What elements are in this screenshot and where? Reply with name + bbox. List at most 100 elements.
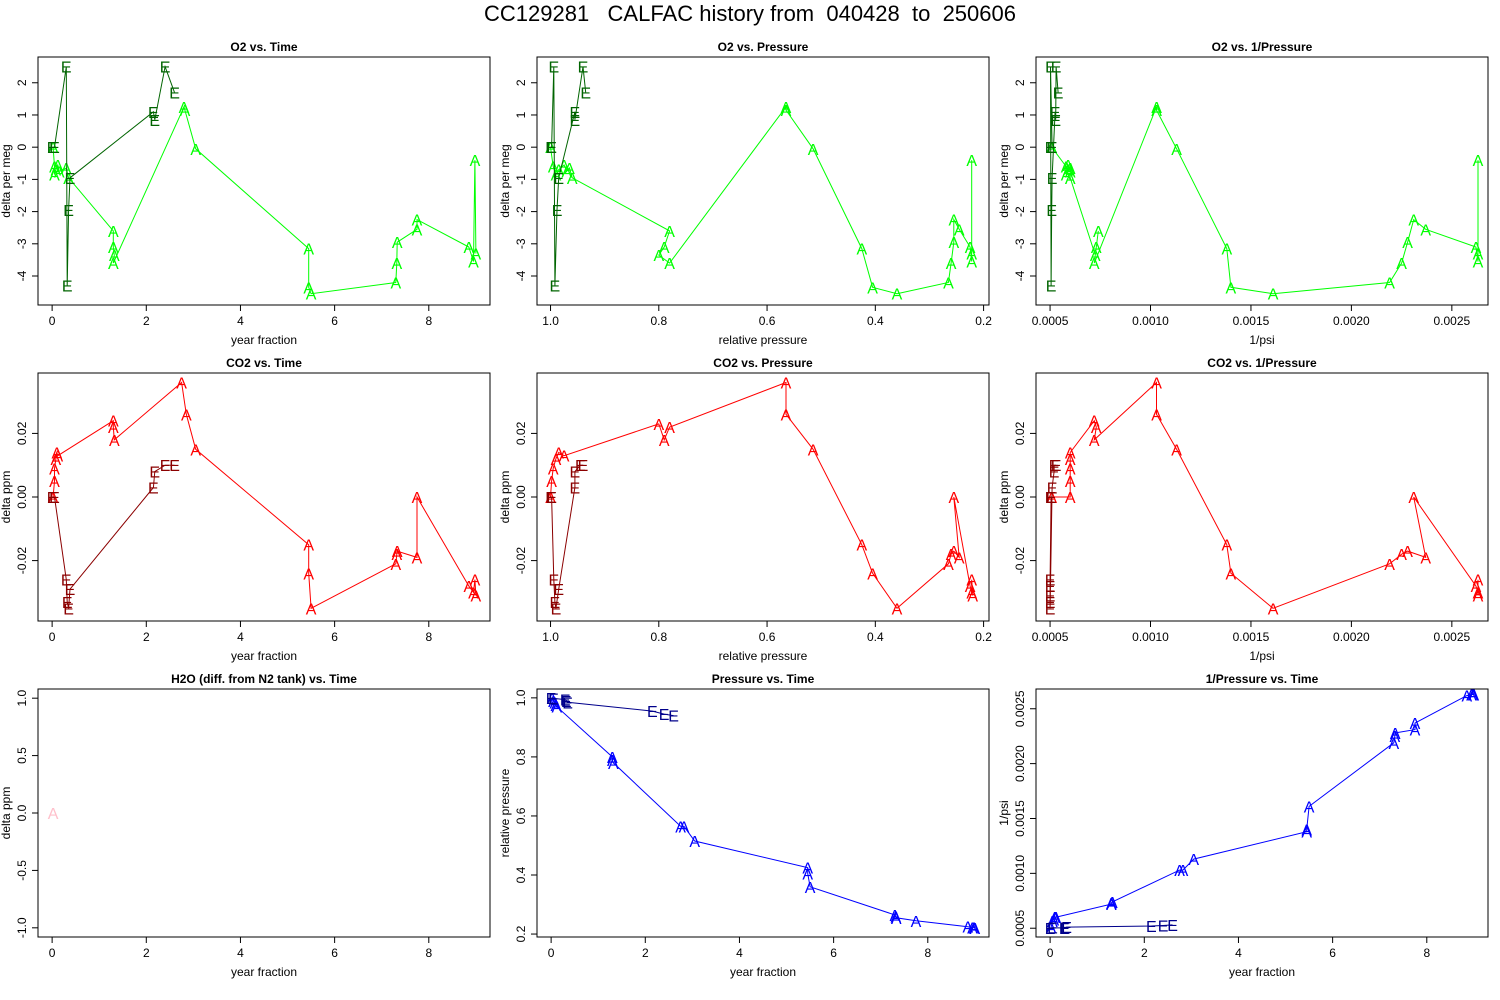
data-point-A: A (1301, 825, 1312, 842)
data-point-E: E (1047, 171, 1058, 188)
x-tick-label: 2 (143, 314, 150, 328)
data-point-A: A (468, 585, 479, 602)
data-point-A: A (1061, 168, 1072, 185)
chart-title: O2 vs. 1/Pressure (1212, 40, 1313, 54)
data-point-A: A (689, 834, 700, 851)
y-tick-label: -0.5 (15, 860, 29, 881)
chart-title: O2 vs. Pressure (718, 40, 809, 54)
series-line-A (551, 697, 976, 929)
data-point-E: E (545, 490, 556, 507)
data-point-A: A (392, 544, 403, 561)
series-line-E (550, 697, 674, 717)
data-point-A: A (1065, 461, 1076, 478)
data-point-A: A (962, 920, 973, 937)
data-point-A: A (781, 103, 792, 120)
data-point-E: E (546, 140, 557, 157)
y-axis-label: relative pressure (498, 768, 512, 857)
data-point-A: A (412, 213, 423, 230)
data-point-A: A (1151, 407, 1162, 424)
data-point-A: A (548, 461, 559, 478)
data-point-A: A (52, 158, 63, 175)
y-tick-label: 0.0020 (1013, 745, 1027, 782)
data-point-A: A (546, 474, 557, 491)
data-point-E: E (1045, 589, 1056, 606)
x-tick-label: 4 (237, 946, 244, 960)
data-point-A: A (1093, 224, 1104, 241)
y-tick-label: 1.0 (514, 689, 528, 706)
x-tick-label: 0.4 (867, 314, 884, 328)
data-point-A: A (891, 911, 902, 928)
y-tick-label: 0.0010 (1013, 855, 1027, 892)
data-point-A: A (966, 255, 977, 272)
data-point-A: A (48, 806, 59, 823)
data-point-E: E (160, 458, 171, 475)
x-tick-label: 0.0010 (1132, 314, 1169, 328)
data-point-A: A (190, 142, 201, 159)
data-point-A: A (1408, 213, 1419, 230)
series-line-A (550, 381, 974, 610)
chart-title: CO2 vs. Pressure (713, 356, 813, 370)
data-point-A: A (1049, 912, 1060, 929)
series-line-E (1049, 464, 1057, 609)
data-point-E: E (552, 203, 563, 220)
series-line-E (52, 64, 175, 286)
data-point-A: A (781, 407, 792, 424)
data-point-E: E (49, 140, 60, 157)
data-point-A: A (1226, 280, 1237, 297)
data-point-A: A (1420, 550, 1431, 567)
x-axis-label: year fraction (231, 649, 297, 663)
data-point-E: E (550, 279, 561, 296)
data-point-A: A (965, 579, 976, 596)
data-point-A: A (664, 224, 675, 241)
data-point-E: E (1050, 113, 1061, 130)
data-point-E: E (1045, 60, 1056, 77)
x-tick-label: 0 (49, 630, 56, 644)
data-point-A: A (109, 433, 120, 450)
data-point-A: A (551, 452, 562, 469)
data-point-A: A (867, 280, 878, 297)
x-tick-label: 0 (49, 946, 56, 960)
data-point-A: A (52, 449, 63, 466)
y-tick-label: 0.02 (1013, 421, 1027, 445)
y-tick-label: 2 (1013, 79, 1027, 86)
data-point-A: A (306, 287, 317, 304)
data-point-A: A (1065, 452, 1076, 469)
data-point-E: E (570, 105, 581, 122)
y-tick-label: -4 (15, 270, 29, 281)
data-point-E: E (169, 458, 180, 475)
data-point-E: E (47, 490, 58, 507)
data-point-E: E (578, 60, 589, 77)
x-tick-label: 8 (924, 946, 931, 960)
data-point-E: E (1061, 920, 1072, 937)
data-point-A: A (805, 880, 816, 897)
data-point-E: E (550, 595, 561, 612)
data-point-E: E (148, 480, 159, 497)
data-point-A: A (1047, 914, 1058, 931)
data-point-A: A (954, 222, 965, 239)
data-point-A: A (1461, 689, 1472, 706)
data-point-A: A (108, 420, 119, 437)
chart-co2-time: CO2 vs. Time 0 2 4 6 8 -0.02 0.00 0.02 year fract… (0, 356, 491, 663)
y-axis-label: 1/psi (997, 800, 1011, 825)
data-point-A: A (948, 490, 959, 507)
data-point-A: A (48, 490, 59, 507)
x-tick-label: 0.0015 (1233, 314, 1270, 328)
x-tick-label: 8 (425, 630, 432, 644)
chart-title: 1/Pressure vs. Time (1206, 672, 1319, 686)
data-point-A: A (1390, 726, 1401, 743)
data-point-E: E (1051, 458, 1062, 475)
data-point-A: A (391, 547, 402, 564)
data-point-E: E (570, 480, 581, 497)
data-point-A: A (471, 246, 482, 263)
data-point-E: E (1158, 918, 1169, 935)
data-point-A: A (1107, 895, 1118, 912)
data-point-A: A (1384, 557, 1395, 574)
x-tick-label: 6 (830, 946, 837, 960)
data-point-A: A (412, 222, 423, 239)
y-tick-label: 0.0 (15, 804, 29, 821)
plot-frame (1035, 56, 1489, 306)
x-tick-label: 0.6 (759, 630, 776, 644)
data-point-E: E (63, 203, 74, 220)
x-tick-label: 6 (1329, 946, 1336, 960)
data-point-A: A (190, 442, 201, 459)
